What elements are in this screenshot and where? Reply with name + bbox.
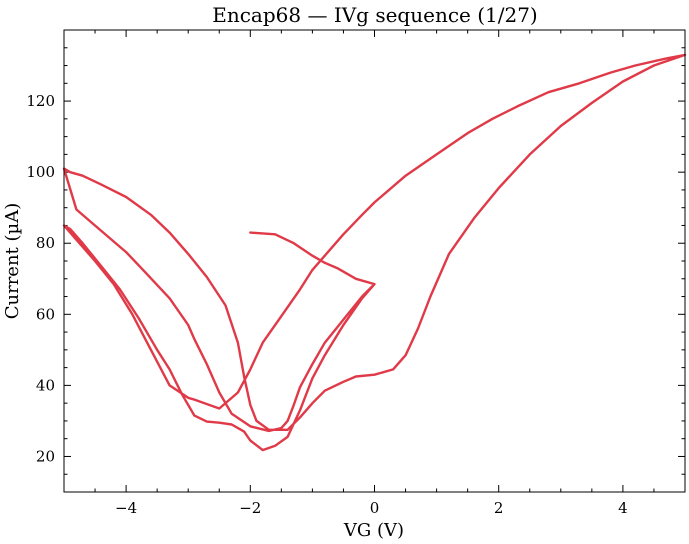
x-tick-label: 4 [618, 499, 628, 517]
y-tick-label: 120 [26, 92, 55, 110]
y-tick-label: 100 [26, 163, 55, 181]
x-tick-label: 2 [494, 499, 504, 517]
x-axis-label: VG (V) [343, 520, 404, 541]
tick-labels: −4 −2 0 2 4 20 40 60 80 100 120 [26, 92, 627, 517]
series-line [62, 53, 687, 452]
axis-ticks [63, 29, 686, 493]
x-tick-label: −2 [239, 499, 261, 517]
chart-title: Encap68 — IVg sequence (1/27) [212, 3, 538, 27]
y-tick-label: 60 [36, 305, 55, 323]
x-tick-label: −4 [115, 499, 137, 517]
y-tick-label: 80 [36, 234, 55, 252]
x-tick-label: 0 [370, 499, 380, 517]
y-axis-label: Current (µA) [2, 203, 23, 320]
y-tick-label: 40 [36, 376, 55, 394]
plot-frame [63, 29, 686, 493]
plot-area [62, 53, 687, 452]
y-tick-label: 20 [36, 447, 55, 465]
